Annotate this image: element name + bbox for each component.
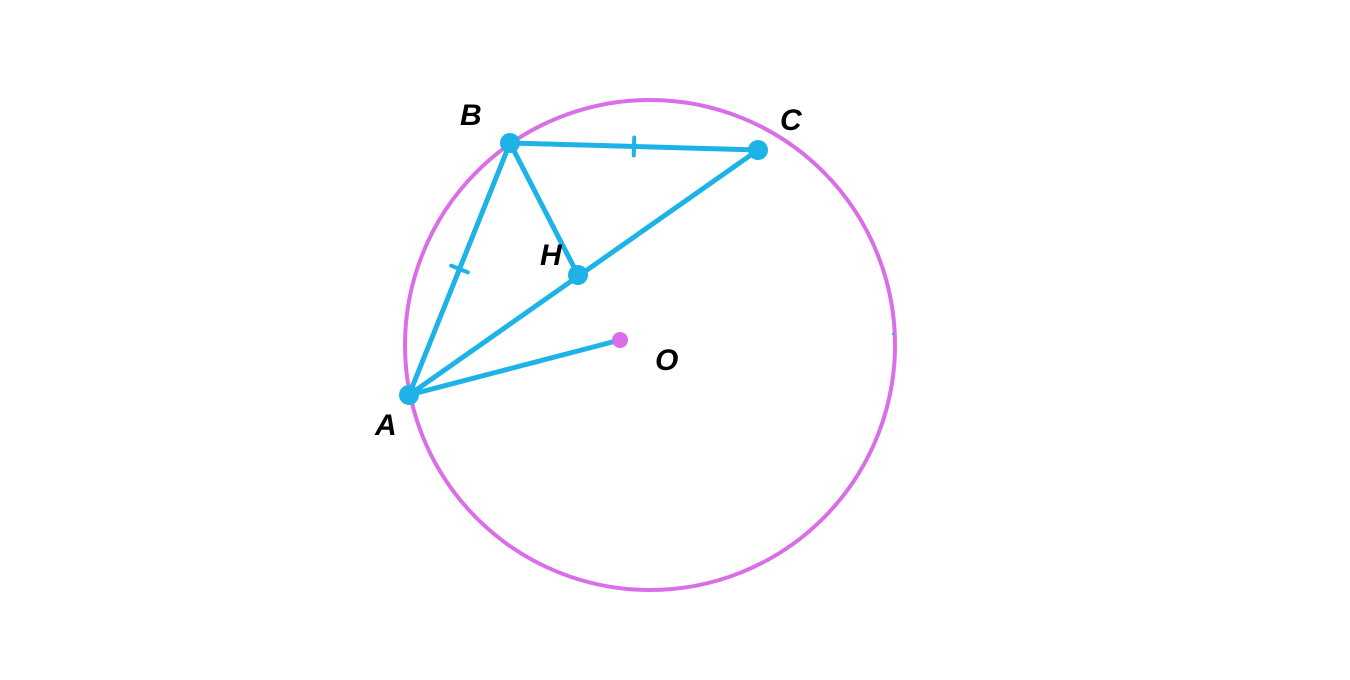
stray-dot — [892, 333, 894, 335]
label-H: H — [540, 239, 563, 272]
point-O — [612, 332, 628, 348]
point-A — [399, 385, 419, 405]
label-O: O — [655, 344, 678, 377]
tick-BC — [634, 138, 635, 156]
point-H — [568, 265, 588, 285]
label-A: A — [374, 409, 397, 442]
point-C — [748, 140, 768, 160]
geometry-diagram: A B C H O — [0, 0, 1350, 680]
point-B — [500, 133, 520, 153]
label-B: B — [460, 99, 482, 132]
label-C: C — [780, 104, 803, 137]
